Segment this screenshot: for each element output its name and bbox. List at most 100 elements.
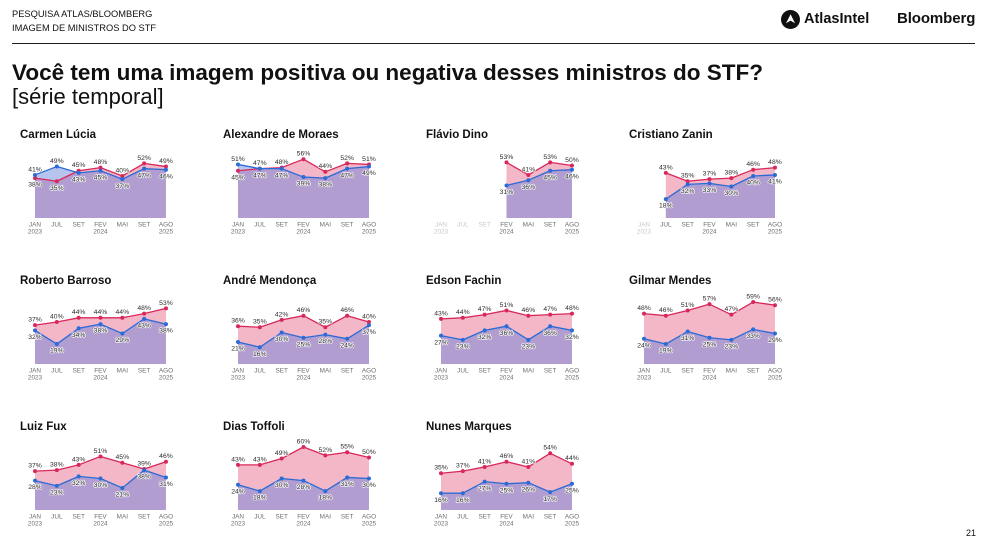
data-label: 28% (297, 484, 311, 491)
data-label-value: 35 (319, 319, 327, 326)
data-point (76, 462, 81, 467)
series-line (505, 169, 573, 187)
data-label: 35% (50, 185, 64, 192)
x-tick-label: FEV (94, 222, 107, 229)
data-label-unit: % (529, 307, 535, 314)
data-point (54, 468, 59, 473)
data-label-value: 23 (725, 343, 733, 350)
x-tick-year: 2023 (231, 375, 246, 382)
data-label-unit: % (370, 313, 376, 320)
data-label-value: 51 (681, 302, 689, 309)
data-point (548, 451, 553, 456)
data-label-unit: % (101, 482, 107, 489)
data-label-value: 37 (116, 183, 124, 190)
data-label: 49% (159, 158, 173, 165)
data-label-unit: % (507, 330, 513, 337)
data-label: 25% (703, 341, 717, 348)
x-tick-label: JUL (51, 368, 63, 375)
data-point (482, 479, 487, 484)
data-point (236, 168, 240, 173)
line-layer (663, 165, 777, 202)
x-tick-label: MAI (320, 222, 332, 229)
data-label-unit: % (326, 495, 332, 502)
data-label: 30% (275, 482, 289, 489)
data-label: 41% (478, 458, 492, 465)
data-label-unit: % (348, 155, 354, 162)
data-label: 49% (50, 158, 64, 165)
data-label-value: 30 (94, 482, 102, 489)
data-label-unit: % (167, 481, 173, 488)
data-label: 43% (137, 322, 151, 329)
data-label: 51% (362, 156, 376, 163)
data-point (163, 164, 168, 169)
data-label: 46% (159, 173, 173, 180)
data-label: 40% (116, 167, 130, 174)
data-label-value: 43 (659, 164, 667, 171)
chart-svg: 45%47% 48%56%44%52% 51%51%47% 47%39% 38%47% 4… (230, 150, 376, 236)
data-label-value: 48 (94, 159, 102, 166)
data-label-unit: % (370, 170, 376, 177)
data-label: 36% (500, 330, 514, 337)
data-label-unit: % (261, 456, 267, 463)
x-tick-label: SET (275, 368, 288, 375)
data-label-unit: % (326, 447, 332, 454)
data-point (279, 330, 284, 335)
data-label: 51% (231, 156, 245, 163)
x-tick-label: SET (138, 368, 151, 375)
data-label-value: 50 (565, 157, 573, 164)
data-label-value: 60 (297, 438, 305, 445)
data-point (236, 462, 240, 467)
data-label-unit: % (485, 485, 491, 492)
data-label-value: 18 (253, 495, 261, 502)
data-label: 40% (50, 313, 64, 320)
data-point (163, 475, 168, 480)
data-label-unit: % (261, 351, 267, 358)
data-label-value: 49 (362, 170, 370, 177)
data-label: 37% (28, 463, 42, 470)
data-point (685, 182, 690, 187)
data-label: 18% (253, 495, 267, 502)
data-label-unit: % (464, 309, 470, 316)
data-label-value: 29 (768, 337, 776, 344)
data-label: 53% (500, 154, 514, 161)
data-label-unit: % (529, 486, 535, 493)
data-label-value: 23 (50, 489, 58, 496)
series-area (506, 162, 572, 218)
data-label-value: 44 (565, 455, 573, 462)
data-label-unit: % (304, 341, 310, 348)
survey-source-label: PESQUISA ATLAS/BLOOMBERG (12, 9, 153, 19)
data-label-value: 52 (319, 447, 327, 454)
data-point (98, 315, 103, 320)
data-label-unit: % (667, 307, 673, 314)
data-label: 36% (231, 318, 245, 325)
data-label-value: 21 (116, 492, 124, 499)
data-label-unit: % (776, 337, 782, 344)
data-point (54, 483, 59, 488)
data-point (772, 331, 777, 336)
data-label-value: 38 (50, 462, 58, 469)
x-tick-label: MAI (523, 368, 535, 375)
data-label-unit: % (123, 167, 129, 174)
x-tick-label: AGO (159, 368, 173, 375)
data-label: 26% (522, 486, 536, 493)
data-label-unit: % (304, 307, 310, 314)
data-label-value: 43 (72, 176, 80, 183)
data-label: 37% (116, 183, 130, 190)
data-label-unit: % (348, 307, 354, 314)
chart-title: Carmen Lúcia (20, 129, 97, 141)
x-tick-label: FEV (703, 368, 716, 375)
x-tick-label: MAI (117, 368, 129, 375)
data-label-value: 30 (362, 482, 370, 489)
x-tick-label: JAN (29, 514, 41, 521)
x-tick-label: JAN (29, 368, 41, 375)
data-label-unit: % (348, 342, 354, 349)
chart-svg: 37% 38%43%51%45%39%46%28%23%32% 30%21%38%3… (27, 447, 173, 527)
data-label: 16% (253, 351, 267, 358)
data-label: 47% (253, 172, 267, 179)
data-label-unit: % (464, 463, 470, 470)
data-label: 47% (478, 306, 492, 313)
data-label-unit: % (442, 310, 448, 317)
data-label-unit: % (348, 481, 354, 488)
data-label-unit: % (36, 182, 42, 189)
data-label-value: 33 (703, 187, 711, 194)
